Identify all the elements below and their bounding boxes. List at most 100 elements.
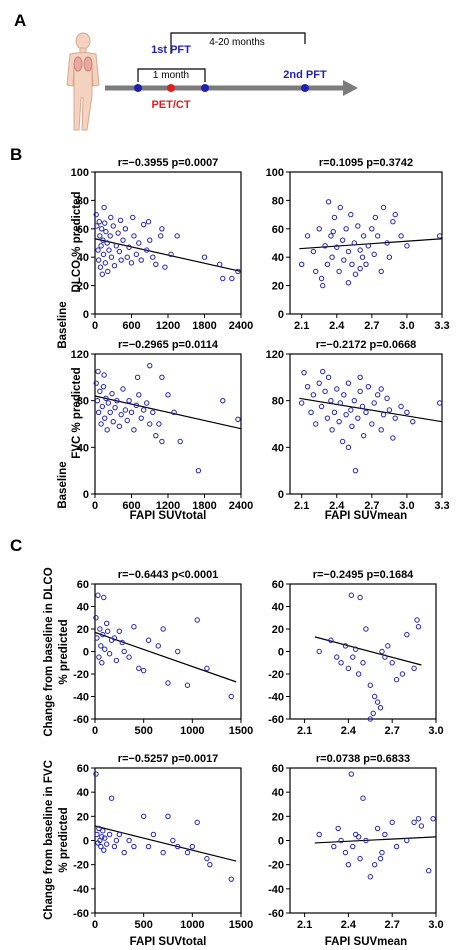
data-point: [352, 467, 359, 474]
data-point: [386, 254, 393, 260]
plot-frame: [94, 583, 242, 720]
y-tick-label: -60: [268, 714, 284, 726]
data-point: [116, 831, 123, 838]
x-tick-label: 1500: [229, 919, 253, 931]
x-tick-label: 1800: [192, 500, 216, 512]
data-point: [313, 421, 319, 427]
data-point: [301, 369, 307, 376]
data-point: [101, 847, 107, 853]
data-point: [168, 251, 174, 258]
y-tick-label: 60: [77, 224, 89, 236]
data-point: [100, 828, 106, 834]
x-tick-label: 2.7: [385, 919, 400, 931]
stat-title: r=−0.2965 p=0.0114: [118, 339, 219, 351]
one-month-label: 1 month: [153, 70, 189, 81]
data-point: [220, 397, 226, 404]
data-point: [126, 837, 132, 844]
y-tick-label: -60: [73, 714, 89, 726]
data-point: [359, 254, 366, 260]
data-point: [374, 392, 381, 398]
data-point: [398, 403, 404, 410]
b-fvc-ylabel-line1: Baseline: [57, 461, 69, 508]
stat-title: r=0.1095 p=0.3742: [319, 157, 413, 169]
data-point: [335, 825, 341, 832]
data-point: [360, 660, 366, 666]
data-point: [105, 400, 112, 406]
y-tick-label: 20: [77, 811, 89, 823]
data-point: [320, 282, 326, 289]
data-point: [100, 631, 106, 638]
c-dlco-ylabel: Change from baseline in DLCO % predicted: [43, 567, 70, 736]
data-point: [118, 411, 124, 418]
data-point: [322, 388, 328, 395]
data-point: [360, 233, 367, 239]
data-point: [194, 617, 200, 623]
data-point: [357, 855, 363, 862]
data-point: [110, 418, 116, 425]
data-point: [159, 438, 165, 445]
data-point: [404, 631, 410, 638]
data-point: [350, 843, 356, 850]
data-point: [355, 223, 361, 229]
x-tick-label: 2.1: [294, 320, 309, 332]
data-point: [145, 219, 152, 225]
x-tick-label: 500: [134, 725, 152, 737]
data-point: [220, 275, 226, 282]
x-tick-label: 3.0: [428, 919, 443, 931]
data-point: [436, 233, 443, 239]
y-tick-label: 80: [77, 195, 89, 207]
data-point: [229, 275, 235, 282]
data-point: [345, 248, 352, 255]
data-point: [165, 680, 171, 686]
data-point: [386, 407, 393, 413]
c-dlco-ylabel-line1: Change from baseline in DLCO: [43, 567, 55, 736]
data-point: [99, 834, 105, 840]
data-point: [184, 849, 191, 856]
data-point: [334, 654, 340, 660]
data-point: [133, 251, 140, 258]
panel-label-c: C: [10, 536, 22, 555]
data-point: [228, 693, 234, 700]
x-tick-label: 2400: [229, 500, 253, 512]
data-point: [378, 386, 384, 392]
data-point: [304, 233, 311, 239]
data-point: [316, 648, 322, 655]
one-month-bracket: [137, 68, 206, 82]
data-point: [153, 261, 159, 267]
x-tick-label: 3.3: [434, 500, 449, 512]
data-point: [308, 409, 314, 416]
data-point: [393, 676, 400, 683]
c-fvc-ylabel: Change from baseline in FVC % predicted: [43, 760, 70, 920]
data-point: [145, 843, 152, 850]
data-point: [374, 699, 381, 705]
interval-label: 4-20 months: [209, 37, 265, 48]
data-point: [310, 248, 317, 255]
data-point: [318, 275, 325, 282]
data-point: [144, 247, 150, 253]
data-point: [160, 626, 166, 632]
data-point: [379, 648, 385, 655]
x-tick-label: 2.4: [329, 500, 345, 512]
data-point: [357, 388, 363, 395]
data-point: [322, 243, 328, 249]
data-point: [334, 244, 340, 250]
data-point: [204, 665, 210, 672]
x-tick-label: 2400: [229, 320, 253, 332]
data-point: [97, 233, 103, 239]
y-tick-label: 120: [266, 349, 284, 361]
human-figure-icon: [66, 32, 100, 131]
data-point: [352, 271, 359, 277]
data-point: [410, 418, 416, 425]
data-point: [102, 260, 109, 266]
y-tick-label: 100: [266, 167, 284, 179]
data-point: [136, 665, 142, 672]
data-point: [359, 403, 366, 410]
x-tick-label: 600: [122, 500, 140, 512]
data-point: [336, 418, 342, 425]
y-tick-label: -20: [73, 669, 89, 681]
data-point: [184, 682, 191, 688]
data-point: [104, 427, 110, 433]
data-point: [165, 813, 171, 820]
y-tick-label: 100: [71, 167, 89, 179]
data-point: [96, 219, 102, 225]
